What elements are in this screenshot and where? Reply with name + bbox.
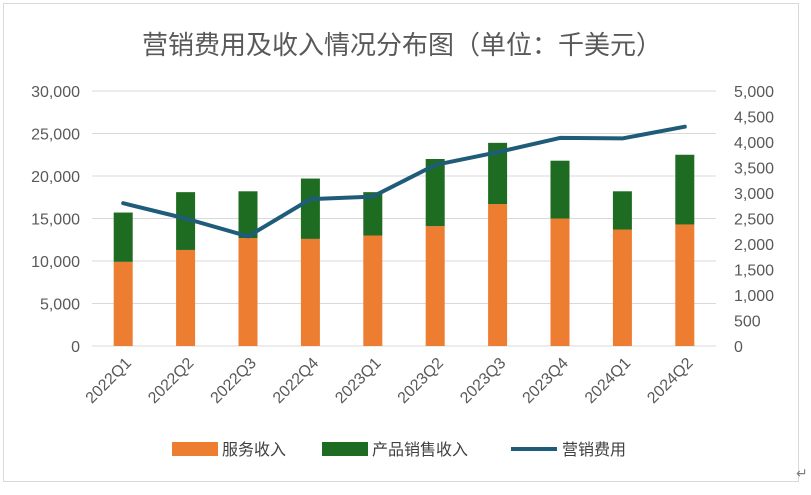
right-tick-label: 500 — [734, 314, 761, 331]
left-tick-label: 20,000 — [31, 169, 80, 186]
bar-service-revenue — [300, 238, 320, 346]
legend-label-service-revenue: 服务收入 — [222, 440, 286, 459]
line-marketing-cost — [121, 124, 687, 239]
legend-label-marketing-cost: 营销费用 — [562, 440, 626, 459]
left-axis-ticks: 0 5,000 10,000 15,000 20,000 25,000 30,000 — [31, 84, 80, 356]
left-tick-label: 30,000 — [31, 84, 80, 101]
right-tick-label: 1,500 — [734, 263, 774, 280]
bar-service-revenue — [488, 204, 508, 346]
x-tick-label: 2022Q3 — [208, 355, 260, 407]
grid-lines — [92, 90, 716, 347]
bar-product-revenue — [300, 178, 320, 239]
bar-service-revenue — [550, 218, 570, 346]
x-tick-label: 2023Q4 — [520, 355, 572, 407]
left-tick-label: 5,000 — [40, 297, 80, 314]
legend-swatch-service-revenue — [172, 442, 218, 456]
right-tick-label: 2,500 — [734, 212, 774, 229]
bar-service-revenue — [425, 226, 445, 346]
bar-product-revenue — [238, 191, 258, 239]
x-axis-labels: 2022Q1 2022Q2 2022Q3 2022Q4 2023Q1 2023Q2 2023… — [83, 355, 697, 407]
right-tick-label: 4,000 — [734, 135, 774, 152]
chart-frame: 营销费用及收入情况分布图（单位：千美元） 0 5,000 10,000 15,000 2… — [3, 3, 808, 482]
x-tick-label: 2024Q1 — [582, 355, 634, 407]
right-axis-ticks: 0 500 1,000 1,500 2,000 2,500 3,000 3,500 4,000 4… — [734, 84, 774, 356]
chart-title: 营销费用及收入情况分布图（单位：千美元） — [142, 31, 662, 61]
legend-label-product-revenue: 产品销售收入 — [372, 440, 468, 459]
bar-product-revenue — [176, 192, 196, 250]
legend-swatch-product-revenue — [322, 442, 368, 456]
bar-product-revenue — [113, 212, 133, 262]
chart: 营销费用及收入情况分布图（单位：千美元） 0 5,000 10,000 15,000 2… — [31, 31, 774, 459]
x-tick-label: 2022Q2 — [145, 355, 197, 407]
bar-service-revenue — [675, 224, 695, 346]
legend: 服务收入 产品销售收入 营销费用 — [172, 440, 626, 459]
bar-product-revenue — [425, 159, 445, 227]
x-tick-label: 2023Q1 — [332, 355, 384, 407]
bar-product-revenue — [550, 160, 570, 219]
left-tick-label: 0 — [71, 339, 80, 356]
bar-service-revenue — [612, 229, 632, 346]
bar-product-revenue — [488, 142, 508, 205]
right-tick-label: 5,000 — [734, 84, 774, 101]
bar-series — [113, 142, 695, 346]
bar-service-revenue — [363, 235, 383, 346]
right-tick-label: 3,500 — [734, 161, 774, 178]
x-tick-label: 2022Q1 — [83, 355, 135, 407]
bar-service-revenue — [113, 261, 133, 346]
bar-service-revenue — [238, 238, 258, 346]
right-tick-label: 3,000 — [734, 186, 774, 203]
x-tick-label: 2023Q2 — [395, 355, 447, 407]
bar-service-revenue — [176, 249, 196, 346]
paragraph-return-mark: ↵ — [796, 466, 808, 482]
right-tick-label: 0 — [734, 339, 743, 356]
x-tick-label: 2023Q3 — [457, 355, 509, 407]
right-tick-label: 2,000 — [734, 237, 774, 254]
left-tick-label: 10,000 — [31, 254, 80, 271]
bar-product-revenue — [363, 192, 383, 236]
bar-product-revenue — [675, 154, 695, 225]
right-tick-label: 1,000 — [734, 288, 774, 305]
bar-product-revenue — [612, 191, 632, 230]
left-tick-label: 15,000 — [31, 212, 80, 229]
x-tick-label: 2024Q2 — [644, 355, 696, 407]
left-tick-label: 25,000 — [31, 127, 80, 144]
x-tick-label: 2022Q4 — [270, 355, 322, 407]
line-series — [121, 124, 687, 239]
right-tick-label: 4,500 — [734, 110, 774, 127]
